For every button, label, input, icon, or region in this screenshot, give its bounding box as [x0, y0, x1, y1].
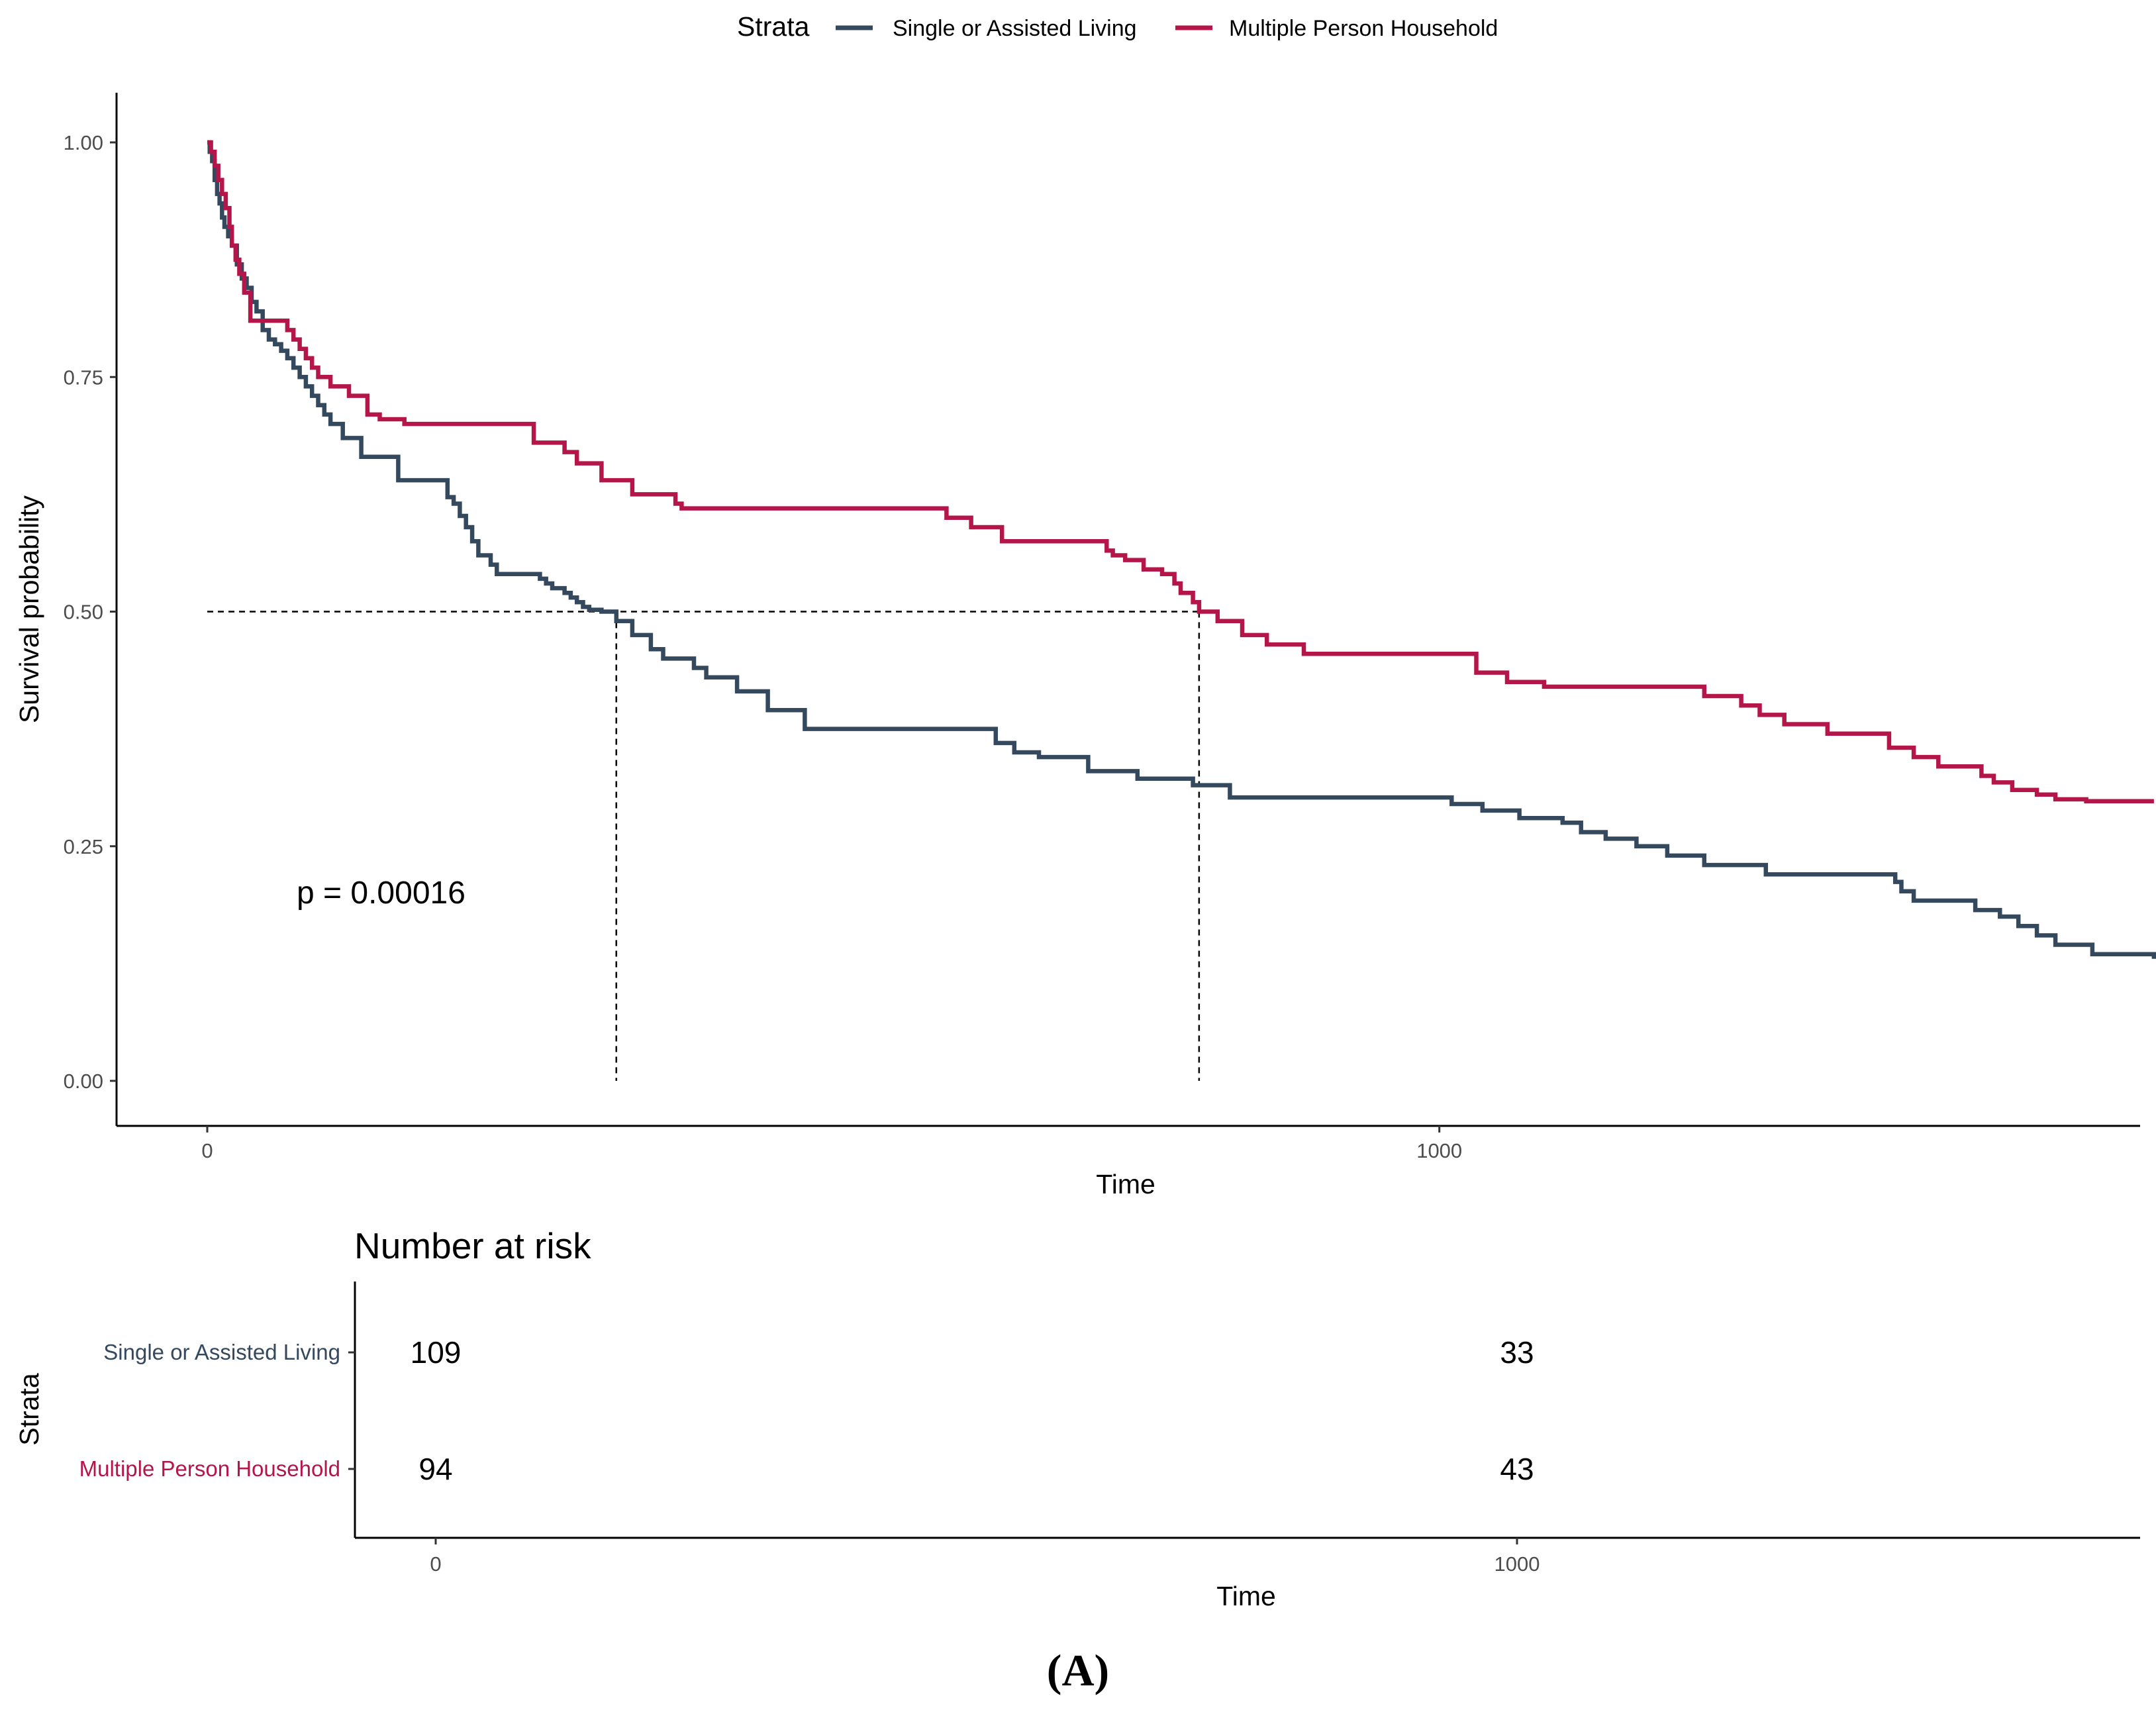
- legend: Strata Single or Assisted Living Multipl…: [737, 11, 1498, 42]
- risk-row-label-multiple: Multiple Person Household: [79, 1456, 340, 1481]
- risk-count-multiple-0: 94: [418, 1452, 452, 1486]
- x-axis-title: Time: [1096, 1169, 1155, 1199]
- y-tick-label: 0.25: [64, 835, 103, 858]
- survival-curve-single-or-assisted-living: [207, 140, 2156, 959]
- y-tick-label: 1.00: [64, 131, 103, 154]
- survival-curve-multiple-person-household: [207, 140, 2154, 803]
- y-axis-title: Survival probability: [14, 495, 44, 723]
- risk-count-single-1000: 33: [1500, 1335, 1534, 1370]
- risk-table: Number at risk Single or Assisted Living…: [14, 1225, 2140, 1611]
- risk-x-axis-title: Time: [1216, 1581, 1276, 1611]
- survival-curves: [207, 140, 2156, 959]
- y-tick-label: 0.75: [64, 366, 103, 389]
- main-axes: 0.00 0.25 0.50 0.75 1.00 0 1000 Time Survival…: [14, 93, 2140, 1199]
- legend-label-multiple: Multiple Person Household: [1229, 16, 1498, 41]
- risk-table-title: Number at risk: [354, 1225, 591, 1266]
- x-ticks: 0 1000: [201, 1126, 1462, 1162]
- risk-x-tick-label-0: 0: [430, 1552, 441, 1576]
- y-tick-label: 0.50: [64, 601, 103, 624]
- x-tick-label: 0: [201, 1139, 213, 1162]
- y-ticks: 0.00 0.25 0.50 0.75 1.00: [64, 131, 117, 1093]
- panel-caption: (A): [1047, 1645, 1109, 1695]
- risk-count-single-0: 109: [411, 1335, 462, 1370]
- risk-row-label-single: Single or Assisted Living: [103, 1340, 340, 1364]
- legend-title: Strata: [737, 11, 810, 42]
- risk-y-axis-title: Strata: [14, 1373, 44, 1446]
- p-value-annotation: p = 0.00016: [297, 876, 466, 911]
- legend-label-single: Single or Assisted Living: [893, 16, 1137, 41]
- median-lines: [207, 611, 1200, 1081]
- risk-count-multiple-1000: 43: [1500, 1452, 1534, 1486]
- x-tick-label: 1000: [1416, 1139, 1462, 1162]
- risk-x-tick-label-1000: 1000: [1494, 1552, 1540, 1576]
- y-tick-label: 0.00: [64, 1070, 103, 1093]
